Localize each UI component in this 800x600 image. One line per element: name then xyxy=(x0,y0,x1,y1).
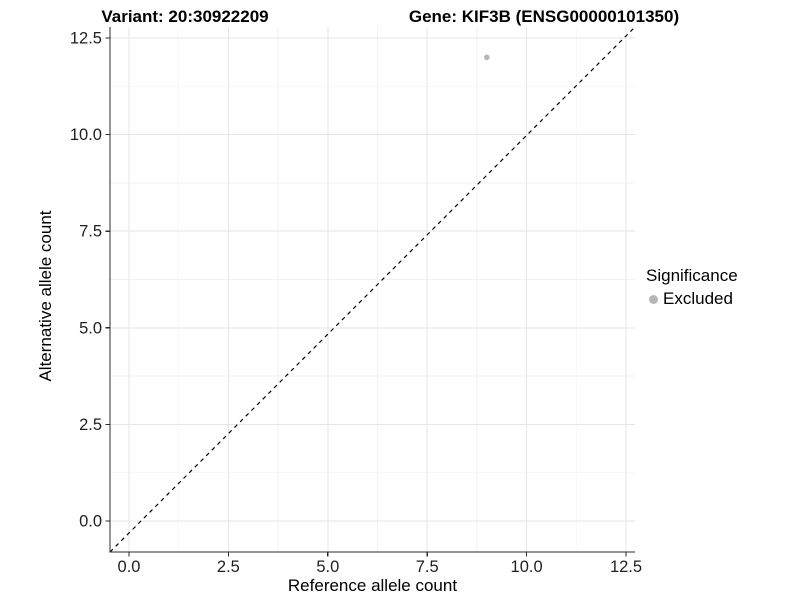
y-tick-label: 5.0 xyxy=(79,319,102,337)
y-tick-label: 10.0 xyxy=(70,126,102,144)
x-tick-label: 7.5 xyxy=(416,558,439,576)
x-tick-label: 2.5 xyxy=(217,558,240,576)
legend-key-dot-icon xyxy=(649,294,658,304)
legend: Significance Excluded xyxy=(646,266,738,309)
y-tick-label: 12.5 xyxy=(70,30,102,48)
y-axis-title: Alternative allele count xyxy=(36,210,55,382)
x-axis-title: Reference allele count xyxy=(287,576,458,595)
legend-title: Significance xyxy=(646,266,738,285)
y-tick-label: 2.5 xyxy=(79,416,102,434)
x-tick-label: 0.0 xyxy=(118,558,141,576)
plot-title-variant: Variant: 20:30922209 xyxy=(101,7,269,26)
x-tick-label: 12.5 xyxy=(610,558,642,576)
legend-item-excluded: Excluded xyxy=(646,289,738,309)
x-tick-label: 10.0 xyxy=(511,558,543,576)
x-tick-label: 5.0 xyxy=(316,558,339,576)
y-tick-label: 7.5 xyxy=(79,223,102,241)
y-tick-label: 0.0 xyxy=(79,513,102,531)
plot-title-gene: Gene: KIF3B (ENSG00000101350) xyxy=(408,7,680,26)
legend-item-label: Excluded xyxy=(663,289,733,308)
identity-line xyxy=(109,26,636,553)
scatter-point xyxy=(484,54,490,61)
